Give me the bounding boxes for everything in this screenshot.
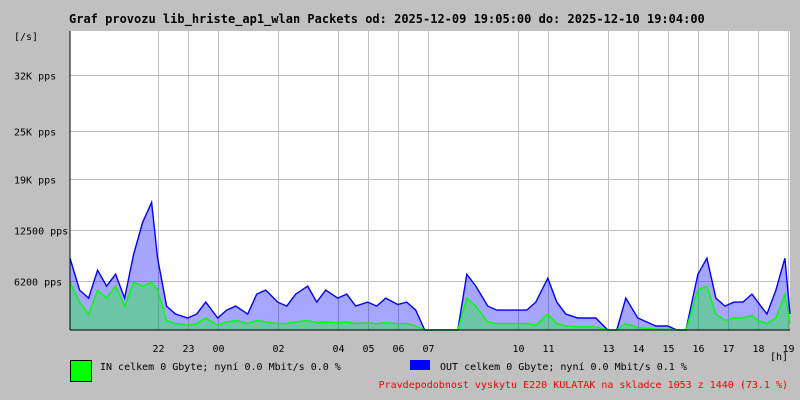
y-tick-label: 19K pps — [14, 176, 56, 187]
x-tick-label: 00 — [212, 344, 224, 355]
x-tick-label: 14 — [632, 344, 644, 355]
x-tick-label: 10 — [512, 344, 524, 355]
footer-probability: Pravdepodobnost vyskytu E220 KULATAK na … — [378, 380, 788, 391]
x-tick-label: 15 — [662, 344, 674, 355]
x-tick-label: 07 — [422, 344, 434, 355]
plot-background — [70, 31, 790, 330]
legend-out-label: OUT celkem 0 Gbyte; nyní 0.0 Mbit/s 0.1 … — [440, 362, 687, 373]
legend-in-swatch — [70, 360, 92, 382]
x-tick-label: 16 — [692, 344, 704, 355]
y-tick-label: 25K pps — [14, 128, 56, 139]
y-tick-label: 6200 pps — [14, 278, 62, 289]
x-tick-label: 22 — [152, 344, 164, 355]
x-tick-label: 17 — [722, 344, 734, 355]
x-tick-label: 11 — [542, 344, 554, 355]
y-tick-label: 32K pps — [14, 72, 56, 83]
x-tick-label: 04 — [332, 344, 344, 355]
legend-in-label: IN celkem 0 Gbyte; nyní 0.0 Mbit/s 0.0 % — [100, 362, 341, 373]
x-tick-label: 13 — [602, 344, 614, 355]
x-axis-unit: [h] — [770, 352, 788, 363]
chart-title: Graf provozu lib_hriste_ap1_wlan Packets… — [69, 12, 705, 26]
series-area-out — [70, 202, 790, 330]
y-tick-labels: 6200 pps 12500 pps 19K pps 25K pps 32K pps — [14, 72, 68, 289]
x-tick-label: 02 — [272, 344, 284, 355]
x-tick-label: 19 — [782, 344, 794, 355]
legend-out-swatch — [410, 360, 430, 370]
x-tick-label: 23 — [182, 344, 194, 355]
series-area-in — [70, 282, 790, 330]
y-tick-label: 12500 pps — [14, 227, 68, 238]
x-tick-labels: 22 23 00 02 04 05 06 07 10 11 13 14 15 16 17 18 19 — [152, 344, 794, 355]
x-tick-label: 05 — [362, 344, 374, 355]
y-axis-unit: [/s] — [14, 32, 38, 43]
x-tick-label: 18 — [752, 344, 764, 355]
grid — [70, 31, 790, 330]
x-tick-label: 06 — [392, 344, 404, 355]
